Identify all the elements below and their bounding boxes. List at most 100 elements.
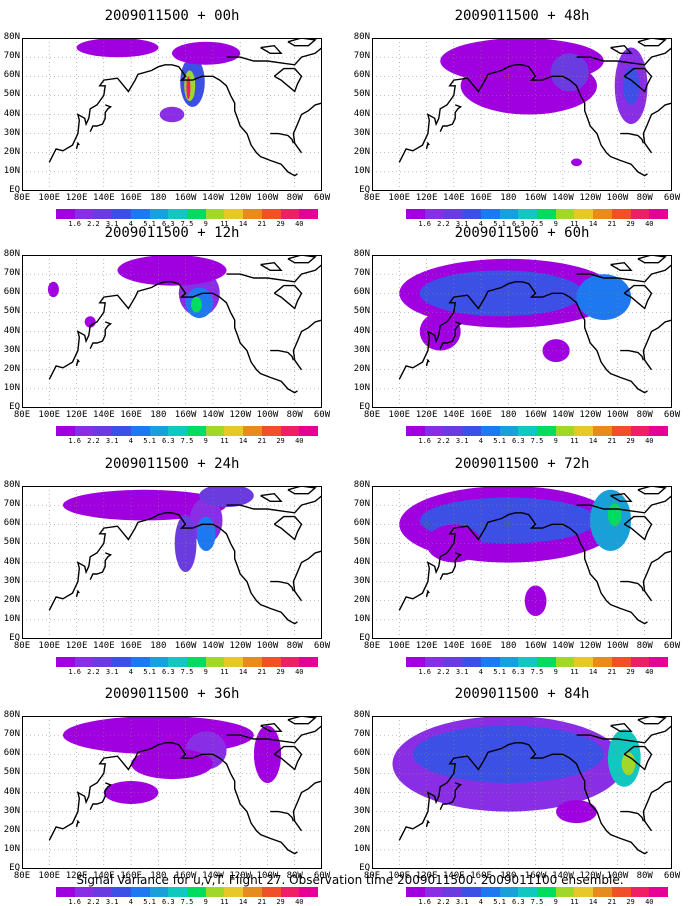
variance-map bbox=[22, 486, 322, 639]
y-tick-label: 50N bbox=[353, 89, 370, 100]
colorbar-swatch bbox=[56, 209, 75, 219]
x-tick-label: 100E bbox=[388, 641, 411, 651]
colorbar-label: 40 bbox=[645, 437, 654, 445]
colorbar-label: 4 bbox=[478, 437, 483, 445]
map-canvas bbox=[372, 38, 672, 191]
colorbar-swatch bbox=[261, 426, 281, 436]
y-tick-label: 50N bbox=[3, 89, 20, 100]
y-tick-label: 10N bbox=[353, 382, 370, 393]
coastline bbox=[226, 495, 322, 514]
variance-region bbox=[550, 53, 589, 92]
x-tick-label: 140E bbox=[442, 410, 465, 420]
colorbar-label: 6.3 bbox=[511, 668, 525, 676]
colorbar-swatch bbox=[224, 887, 244, 897]
colorbar-swatch bbox=[261, 657, 281, 667]
x-tick-label: 80W bbox=[286, 641, 303, 651]
colorbar-label: 9 bbox=[553, 668, 558, 676]
panel-title: 2009011500 + 60h bbox=[454, 225, 590, 241]
y-tick-label: 80N bbox=[3, 710, 20, 720]
colorbar-label: 7.5 bbox=[180, 220, 194, 228]
colorbar-swatch bbox=[243, 209, 262, 219]
variance-region bbox=[172, 41, 241, 65]
colorbar-label: 1.6 bbox=[68, 220, 82, 228]
colorbar bbox=[56, 209, 319, 219]
coastline bbox=[171, 512, 298, 625]
colorbar-swatch bbox=[574, 426, 594, 436]
x-tick-label: 80W bbox=[636, 871, 653, 881]
variance-region bbox=[159, 106, 185, 123]
x-tick-label: 100E bbox=[38, 193, 61, 203]
colorbar-swatch bbox=[443, 887, 463, 897]
colorbar-swatch bbox=[112, 209, 131, 219]
x-tick-label: 60W bbox=[663, 410, 681, 420]
colorbar-label: 3.1 bbox=[455, 220, 469, 228]
x-tick-label: 180 bbox=[150, 410, 167, 420]
colorbar-swatch bbox=[406, 426, 425, 436]
x-tick-label: 100E bbox=[38, 641, 61, 651]
y-tick-label: 70N bbox=[353, 499, 370, 510]
panel-title: 2009011500 + 84h bbox=[454, 686, 590, 702]
map-canvas bbox=[22, 716, 322, 869]
colorbar-swatch bbox=[424, 887, 444, 897]
x-tick-label: 120E bbox=[415, 641, 438, 651]
colorbar-swatch bbox=[480, 209, 500, 219]
y-tick-label: 80N bbox=[353, 32, 370, 42]
colorbar-swatch bbox=[168, 209, 188, 219]
coastline bbox=[89, 782, 113, 810]
colorbar-swatch bbox=[93, 657, 113, 667]
variance-region bbox=[47, 281, 59, 298]
figure-caption: Signal Variance for u,v,T. Flight 27. Ob… bbox=[76, 873, 624, 887]
coastline bbox=[171, 281, 298, 394]
colorbar-label: 11 bbox=[220, 220, 229, 228]
variance-region bbox=[191, 297, 202, 313]
coastline bbox=[439, 782, 463, 810]
colorbar-swatch bbox=[443, 209, 463, 219]
colorbar-swatch bbox=[593, 209, 612, 219]
coastline bbox=[620, 580, 645, 592]
colorbar-label: 2.2 bbox=[87, 668, 100, 676]
colorbar-swatch bbox=[424, 657, 444, 667]
x-tick-label: 80W bbox=[286, 193, 303, 203]
coastline bbox=[226, 264, 322, 283]
colorbar bbox=[406, 426, 669, 436]
y-tick-label: 80N bbox=[353, 710, 370, 720]
y-tick-label: 10N bbox=[3, 382, 20, 393]
map-frame bbox=[22, 38, 322, 191]
colorbar-label: 5.1 bbox=[493, 437, 506, 445]
colorbar-swatch bbox=[168, 426, 188, 436]
coastline bbox=[260, 722, 283, 733]
colorbar-swatch bbox=[480, 887, 500, 897]
colorbar-label: 1.6 bbox=[418, 220, 432, 228]
coastline bbox=[620, 810, 645, 822]
colorbar-label: 6.3 bbox=[161, 668, 175, 676]
coastline bbox=[623, 284, 653, 310]
coastline bbox=[610, 261, 633, 272]
x-tick-label: 80E bbox=[13, 193, 31, 203]
y-tick-label: 40N bbox=[3, 786, 20, 797]
colorbar-swatch bbox=[462, 887, 481, 897]
y-tick-label: 30N bbox=[353, 575, 370, 586]
variance-region bbox=[196, 516, 216, 551]
colorbar-label: 6.3 bbox=[511, 220, 525, 228]
y-tick-label: 30N bbox=[3, 344, 20, 355]
colorbar-swatch bbox=[168, 657, 188, 667]
x-tick-label: 100E bbox=[38, 871, 61, 881]
colorbar-label: 9 bbox=[203, 437, 208, 445]
coastline bbox=[398, 64, 522, 163]
colorbar-swatch bbox=[630, 657, 650, 667]
colorbar-swatch bbox=[224, 657, 244, 667]
colorbar-label: 14 bbox=[588, 437, 598, 445]
x-tick-label: 120W bbox=[579, 641, 602, 651]
variance-map bbox=[22, 716, 322, 869]
coastline bbox=[89, 104, 113, 132]
colorbar-swatch bbox=[499, 209, 519, 219]
x-tick-label: 140E bbox=[92, 410, 115, 420]
x-tick-label: 140E bbox=[92, 193, 115, 203]
colorbar-label: 5.1 bbox=[143, 668, 156, 676]
coastline bbox=[273, 67, 303, 93]
y-tick-label: 40N bbox=[353, 108, 370, 119]
coastline bbox=[287, 255, 317, 264]
x-tick-label: 100W bbox=[606, 641, 629, 651]
y-tick-label: 20N bbox=[3, 363, 20, 374]
coastline bbox=[270, 810, 295, 822]
